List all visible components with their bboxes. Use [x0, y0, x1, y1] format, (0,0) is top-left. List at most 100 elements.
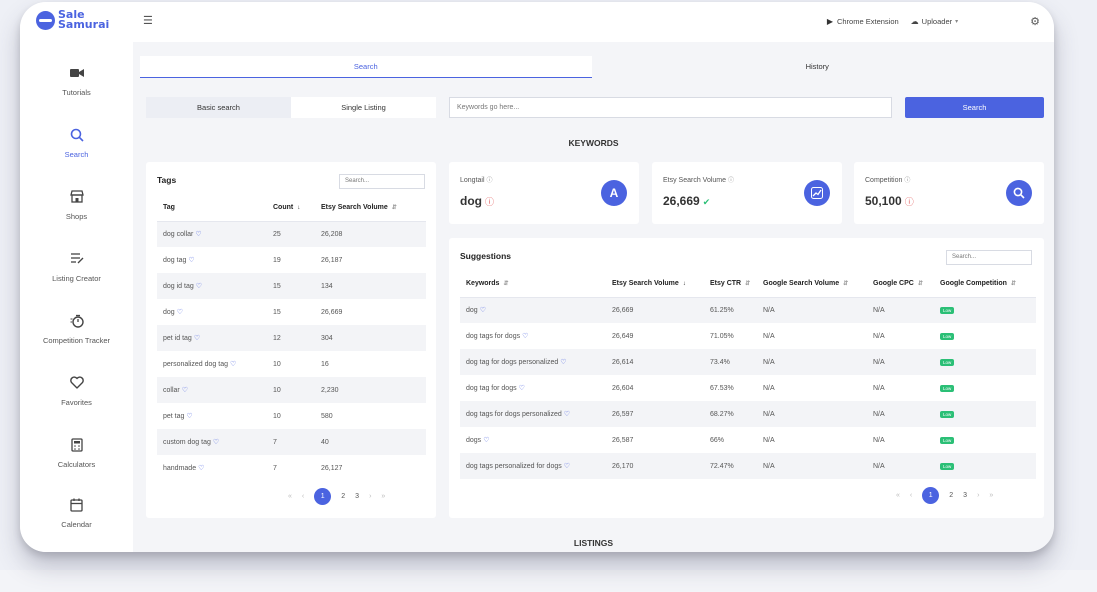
favorite-heart-icon[interactable]: ♡ — [563, 463, 571, 470]
column-header-google-competition[interactable]: Google Competition ⇵ — [934, 271, 1036, 298]
competition-badge: Low — [940, 358, 955, 366]
tag-count: 19 — [273, 256, 281, 264]
suggestions-search-input[interactable]: Search... — [946, 250, 1032, 265]
favorite-heart-icon[interactable]: ♡ — [560, 359, 567, 366]
sidebar-item-listing-creator[interactable]: Listing Creator — [20, 252, 133, 283]
sidebar-item-search[interactable]: Search — [20, 128, 133, 159]
favorite-heart-icon[interactable]: ♡ — [522, 333, 529, 340]
google-volume: N/A — [757, 349, 867, 375]
last-page-icon[interactable]: » — [381, 493, 386, 500]
favorite-heart-icon[interactable]: ♡ — [195, 231, 202, 239]
sort-icon: ⇵ — [843, 281, 849, 288]
prev-page-icon[interactable]: ‹ — [909, 492, 913, 499]
favorite-heart-icon[interactable]: ♡ — [193, 335, 201, 342]
sidebar-item-calendar[interactable]: Calendar — [20, 498, 133, 529]
favorite-heart-icon[interactable]: ♡ — [188, 257, 195, 264]
sort-desc-icon: ↓ — [682, 281, 686, 288]
page-button[interactable]: 1 — [922, 487, 940, 504]
gear-icon[interactable]: ⚙ — [1030, 16, 1040, 28]
table-row: personalized dog tag ♡ 10 16 — [157, 351, 426, 377]
first-page-icon[interactable]: « — [896, 492, 900, 499]
table-row: dog ♡ 15 26,669 — [157, 299, 426, 325]
favorite-heart-icon[interactable]: ♡ — [176, 309, 183, 316]
chrome-extension-link[interactable]: ▶ Chrome Extension — [827, 17, 899, 26]
tag-name: pet id tag — [163, 335, 192, 342]
tab-history[interactable]: History — [805, 62, 829, 71]
favorite-heart-icon[interactable]: ♡ — [181, 387, 189, 394]
etsy-ctr: 71.05% — [710, 332, 734, 340]
store-icon — [20, 190, 133, 204]
tag-count: 15 — [267, 273, 315, 299]
tab-search[interactable]: Search — [140, 56, 592, 78]
column-header-tag[interactable]: Tag — [157, 195, 267, 222]
keywords-input[interactable]: Keywords go here... — [449, 97, 892, 118]
table-row: dog id tag ♡ 15 134 — [157, 273, 426, 299]
keyword: dog — [466, 307, 478, 315]
sort-icon: ⇵ — [503, 281, 509, 288]
next-page-icon[interactable]: › — [369, 493, 372, 500]
first-page-icon[interactable]: « — [288, 493, 292, 500]
column-header-etsy-search-volume[interactable]: Etsy Search Volume ↓ — [606, 271, 704, 298]
play-store-icon: ▶ — [826, 17, 833, 26]
suggestions-card: Suggestions Search... Keywords ⇵ Etsy Sea… — [449, 238, 1044, 518]
favorite-heart-icon[interactable]: ♡ — [198, 465, 205, 472]
info-icon[interactable]: ⓘ — [486, 178, 493, 184]
page-button[interactable]: 2 — [949, 492, 954, 499]
sidebar-item-label: Competition Tracker — [42, 336, 111, 345]
tags-search-input[interactable]: Search... — [339, 174, 425, 189]
tag-count: 25 — [267, 221, 315, 247]
sidebar-item-tutorials[interactable]: Tutorials — [20, 66, 133, 97]
sidebar-item-shops[interactable]: Shops — [20, 190, 133, 221]
favorite-heart-icon[interactable]: ♡ — [563, 411, 571, 418]
column-header-count[interactable]: Count ↓ — [267, 195, 315, 222]
single-listing-toggle[interactable]: Single Listing — [291, 97, 436, 118]
keyword: dogs — [466, 437, 482, 444]
column-header-google-search-volume[interactable]: Google Search Volume ⇵ — [757, 271, 867, 298]
column-header-etsy-ctr[interactable]: Etsy CTR ⇵ — [704, 271, 757, 298]
suggestions-pagination: « ‹ 1 2 3 › » — [896, 487, 993, 504]
sort-icon: ⇵ — [745, 281, 751, 288]
sidebar-item-label: Favorites — [61, 398, 92, 407]
logo-line-1: Sale — [58, 8, 85, 21]
info-icon[interactable]: ⓘ — [904, 178, 911, 184]
favorite-heart-icon[interactable]: ♡ — [483, 437, 490, 444]
suggestions-table: Keywords ⇵ Etsy Search Volume ↓ Etsy CTR ⇵ … — [460, 271, 1036, 479]
longtail-value: dog — [460, 194, 482, 208]
favorite-heart-icon[interactable]: ♡ — [230, 361, 237, 368]
column-header-google-cpc[interactable]: Google CPC ⇵ — [867, 271, 934, 298]
column-header-keywords[interactable]: Keywords ⇵ — [460, 271, 606, 298]
tag-volume: 26,127 — [321, 464, 343, 472]
competition-card: Competition ⓘ 50,100 ⓘ — [854, 162, 1044, 224]
tag-name: handmade — [163, 465, 197, 472]
menu-toggle-icon[interactable]: ☰ — [143, 15, 153, 27]
google-volume: N/A — [763, 384, 775, 392]
page-button[interactable]: 2 — [341, 493, 346, 500]
sidebar-item-favorites[interactable]: Favorites — [20, 376, 133, 407]
info-icon[interactable]: ⓘ — [727, 178, 734, 184]
page-button[interactable]: 1 — [314, 488, 332, 505]
prev-page-icon[interactable]: ‹ — [301, 493, 305, 500]
page-button[interactable]: 3 — [355, 493, 360, 500]
favorite-heart-icon[interactable]: ♡ — [195, 283, 203, 290]
favorite-heart-icon[interactable]: ♡ — [186, 413, 193, 420]
basic-search-toggle[interactable]: Basic search — [146, 97, 291, 118]
trend-chart-icon — [804, 180, 830, 206]
favorite-heart-icon[interactable]: ♡ — [518, 385, 525, 392]
suggestions-title: Suggestions — [460, 251, 512, 261]
table-row: dog tags for dogs ♡ 26,649 71.05% N/A N/A… — [460, 323, 1036, 349]
last-page-icon[interactable]: » — [989, 492, 994, 499]
app-window: Sale Samurai ☰ ▶ Chrome Extension ☁ Uplo… — [20, 2, 1054, 552]
uploader-dropdown[interactable]: ☁ Uploader ▾ — [911, 17, 958, 26]
sidebar-item-calculators[interactable]: Calculators — [20, 438, 133, 469]
keyword: dog tags personalized for dogs — [466, 463, 562, 470]
page-button[interactable]: 3 — [963, 492, 968, 499]
chevron-down-icon: ▾ — [955, 19, 959, 25]
favorite-heart-icon[interactable]: ♡ — [479, 307, 486, 315]
sidebar-item-competition-tracker[interactable]: Competition Tracker — [20, 314, 133, 345]
column-header-etsy-search-volume[interactable]: Etsy Search Volume ⇵ — [315, 195, 426, 222]
favorite-heart-icon[interactable]: ♡ — [212, 439, 220, 446]
next-page-icon[interactable]: › — [977, 492, 980, 499]
tag-count: 10 — [273, 360, 281, 368]
search-button[interactable]: Search — [905, 97, 1044, 118]
logo[interactable]: Sale Samurai — [36, 8, 109, 30]
